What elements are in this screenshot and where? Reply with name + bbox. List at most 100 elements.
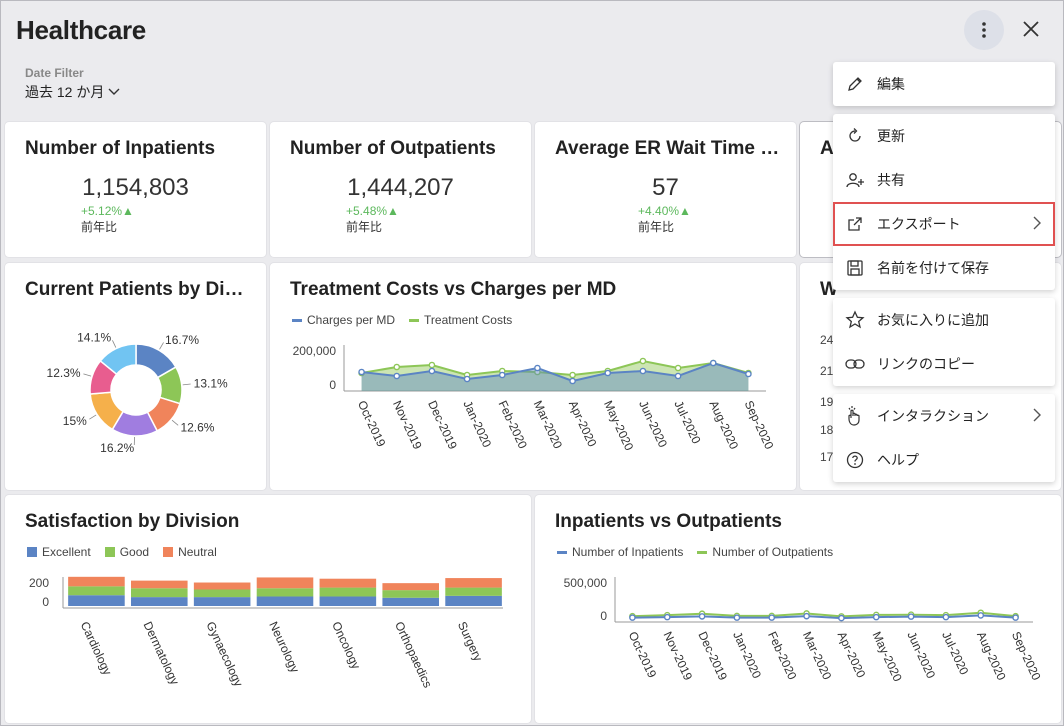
slice-leader-line	[159, 342, 164, 350]
x-tick-label: Jul-2020	[671, 398, 703, 446]
kpi-card-er-wait[interactable]: Average ER Wait Time (... 57 +4.40%▲ 前年比	[535, 122, 796, 257]
kpi-value: 1,444,207	[347, 174, 454, 201]
slice-label: 12.6%	[180, 420, 214, 434]
date-filter[interactable]: Date Filter 過去 12 か月	[25, 66, 120, 102]
x-tick-label: Gynaecology	[203, 619, 245, 688]
series-line	[361, 361, 749, 383]
menu-item-copy-link[interactable]: リンクのコピー	[833, 342, 1055, 386]
menu-item-label: リンクのコピー	[877, 356, 975, 372]
x-tick-label: Jan-2020	[460, 398, 494, 450]
menu-group-links: お気に入りに追加 リンクのコピー	[833, 298, 1055, 386]
menu-item-share[interactable]: 共有	[833, 158, 1055, 202]
kpi-delta: +5.12%▲	[81, 204, 134, 218]
data-point	[428, 361, 436, 369]
menu-item-favorite[interactable]: お気に入りに追加	[833, 298, 1055, 342]
data-point	[498, 371, 506, 379]
chevron-down-icon	[108, 88, 120, 95]
more-options-button[interactable]	[964, 10, 1004, 50]
tick-label: 17	[820, 450, 834, 464]
bar-segment	[319, 578, 377, 588]
data-point	[1012, 614, 1019, 621]
save-icon	[845, 258, 865, 278]
x-tick-label: Oncology	[329, 619, 363, 671]
x-tick-label: Nov-2019	[661, 629, 696, 682]
chevron-right-icon	[1033, 408, 1041, 425]
x-tick-label: Feb-2020	[765, 629, 800, 682]
treatment-area-chart: 200,000 0 Oct-2019 Nov-2019 Dec-2019 Jan-2020…	[293, 344, 777, 453]
x-tick-label: Jan-2020	[730, 629, 764, 681]
data-point	[942, 613, 950, 621]
bar-segment	[382, 597, 439, 606]
date-filter-label: Date Filter	[25, 66, 84, 80]
legend-label: Number of Inpatients	[572, 545, 684, 559]
data-point	[872, 613, 880, 621]
kpi-delta: +5.48%▲	[346, 204, 399, 218]
help-icon	[845, 450, 865, 470]
close-button[interactable]	[1015, 13, 1047, 45]
data-point	[358, 368, 365, 376]
menu-item-refresh[interactable]: 更新	[833, 114, 1055, 158]
slice-label: 14.1%	[77, 331, 111, 345]
kpi-value: 1,154,803	[82, 174, 189, 201]
legend-item: Good	[104, 545, 149, 559]
y-tick-label: 200	[29, 576, 49, 590]
chart-legend: Charges per MD Treatment Costs	[292, 313, 512, 327]
slice-label: 15%	[63, 414, 87, 428]
satisfaction-bar-chart: 200 0 Cardiology Dermatology Gynaecology Neur…	[29, 576, 503, 690]
inout-chart-card[interactable]: Inpatients vs Outpatients Number of Inpa…	[535, 495, 1061, 723]
menu-item-save-as[interactable]: 名前を付けて保存	[833, 246, 1055, 290]
x-tick-label: Surgery	[455, 619, 485, 663]
page-title: Healthcare	[16, 15, 146, 45]
kpi-card-inpatients[interactable]: Number of Inpatients 1,154,803 +5.12%▲ 前…	[5, 122, 266, 257]
legend-label: Neutral	[178, 545, 217, 559]
x-tick-label: Aug-2020	[974, 629, 1009, 682]
kpi-sub: 前年比	[81, 220, 118, 234]
legend-item: Number of Inpatients	[557, 545, 683, 559]
bar-segment	[382, 583, 439, 591]
bar-segment	[193, 589, 251, 598]
treatment-chart-card[interactable]: Treatment Costs vs Charges per MD Charge…	[270, 263, 796, 490]
y-tick-label: 0	[42, 595, 49, 609]
legend-swatch	[697, 550, 708, 554]
kpi-delta: +4.40%▲	[638, 204, 691, 218]
x-tick-label: Sep-2020	[1009, 629, 1044, 682]
menu-item-edit[interactable]: 編集	[833, 62, 1055, 106]
data-point	[674, 364, 682, 372]
y-tick-label: 0	[600, 609, 607, 623]
slice-label: 12.3%	[47, 366, 81, 380]
data-point	[569, 371, 576, 379]
legend-swatch	[292, 318, 302, 322]
legend-swatch	[104, 547, 115, 557]
bar-segment	[382, 590, 439, 598]
slice-leader-line	[89, 414, 97, 420]
menu-item-help[interactable]: ヘルプ	[833, 438, 1055, 482]
menu-item-export[interactable]: エクスポート	[833, 202, 1055, 246]
bar-segment	[131, 580, 188, 589]
legend-swatch	[557, 550, 567, 554]
satisfaction-chart-card[interactable]: Satisfaction by Division Excellent Good …	[5, 495, 531, 723]
legend-swatch	[163, 547, 174, 557]
data-point	[604, 369, 612, 377]
menu-group-help: インタラクション ヘルプ	[833, 394, 1055, 482]
menu-item-interaction[interactable]: インタラクション	[833, 394, 1055, 438]
slice-leader-line	[112, 340, 117, 348]
x-tick-label: Dec-2019	[425, 398, 460, 451]
bar-segment	[131, 597, 188, 606]
x-tick-label: Apr-2020	[835, 629, 869, 680]
pencil-icon	[845, 74, 865, 94]
x-tick-label: Oct-2019	[355, 398, 389, 449]
menu-item-label: 編集	[877, 76, 905, 92]
kpi-sub: 前年比	[638, 220, 675, 234]
series-area	[361, 363, 749, 391]
close-icon	[1023, 21, 1039, 37]
legend-item: Number of Outpatients	[697, 545, 833, 559]
data-point	[663, 613, 671, 621]
kpi-card-outpatients[interactable]: Number of Outpatients 1,444,207 +5.48%▲ …	[270, 122, 531, 257]
legend-item: Treatment Costs	[409, 313, 512, 327]
more-vertical-icon	[982, 22, 986, 38]
x-tick-label: Neurology	[266, 619, 302, 674]
donut-chart-card[interactable]: Current Patients by Divi... 16.7% 13.1% 12…	[5, 263, 266, 490]
menu-item-label: ヘルプ	[877, 452, 919, 468]
legend-item: Neutral	[163, 545, 217, 559]
x-tick-label: Aug-2020	[707, 398, 742, 451]
